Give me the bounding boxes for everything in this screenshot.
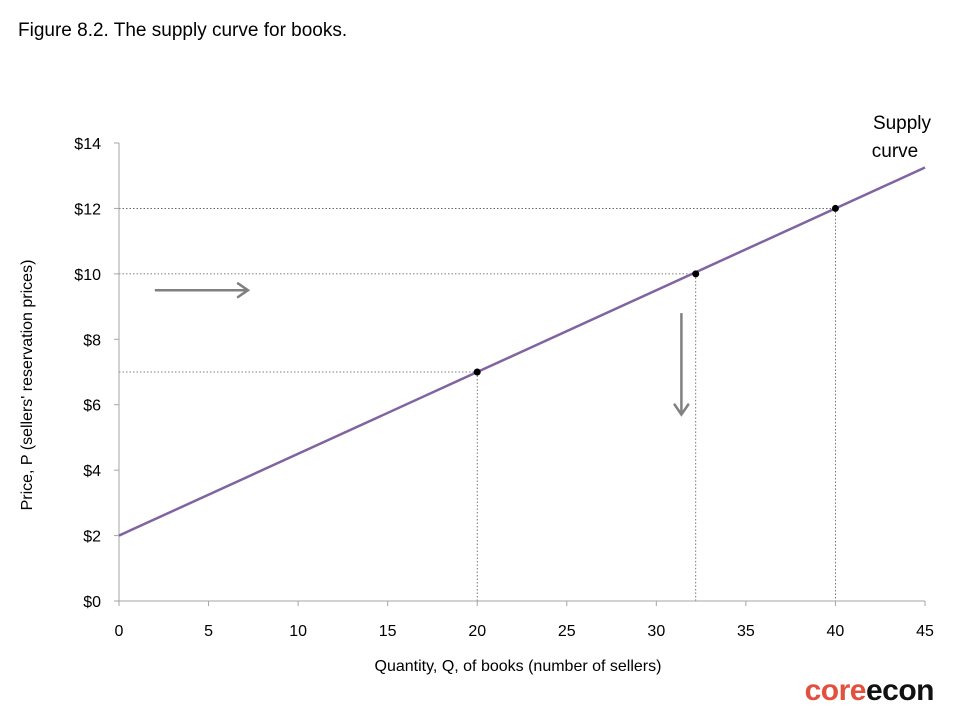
chart-series xyxy=(118,166,926,537)
y-tick-label: $8 xyxy=(83,332,101,349)
arrow-right xyxy=(154,282,251,299)
arrow-down xyxy=(673,313,690,417)
series-label-line-1: Supply xyxy=(873,113,932,134)
chart-points xyxy=(473,204,839,376)
logo-part-core: core xyxy=(804,674,867,707)
chart-arrows xyxy=(154,282,690,417)
x-tick-label: 20 xyxy=(468,623,486,640)
arrow-head xyxy=(236,282,251,299)
series-label-line-2: curve xyxy=(872,141,918,162)
y-tick-label: $10 xyxy=(74,267,101,284)
x-axis-ticks: 0 5 10 15 20 25 30 35 40 45 xyxy=(115,601,934,640)
y-tick-label: $2 xyxy=(83,529,101,546)
x-tick-label: 30 xyxy=(647,623,665,640)
x-tick-label: 25 xyxy=(558,623,576,640)
x-axis-label: Quantity, Q, of books (number of sellers… xyxy=(374,658,662,675)
y-tick-label: $14 xyxy=(74,136,101,153)
y-tick-label: $6 xyxy=(83,398,101,415)
y-tick-label: $12 xyxy=(74,201,101,218)
x-tick-label: 35 xyxy=(737,623,755,640)
curve-point xyxy=(692,270,700,278)
y-axis-ticks: $0 $2 $4 $6 $8 $10 $12 $14 xyxy=(74,136,119,611)
curve-point xyxy=(831,204,839,212)
figure-title: Figure 8.2. The supply curve for books. xyxy=(18,20,348,41)
y-axis-label: Price, P (sellers' reservation prices) xyxy=(19,259,36,511)
arrow-head xyxy=(673,403,690,417)
logo-part-econ: econ xyxy=(865,674,935,707)
x-tick-label: 5 xyxy=(204,623,213,640)
dotted-guide-lines xyxy=(119,208,836,601)
x-tick-label: 10 xyxy=(289,623,307,640)
y-tick-label: $0 xyxy=(83,594,101,611)
supply-curve-line xyxy=(118,166,926,537)
x-tick-label: 15 xyxy=(379,623,397,640)
y-tick-label: $4 xyxy=(83,463,101,480)
x-tick-label: 40 xyxy=(827,623,845,640)
x-tick-label: 0 xyxy=(115,623,124,640)
chart-axes xyxy=(118,143,925,602)
x-tick-label: 45 xyxy=(916,623,934,640)
coreecon-logo: coreecon xyxy=(804,674,935,708)
curve-point xyxy=(473,368,481,376)
